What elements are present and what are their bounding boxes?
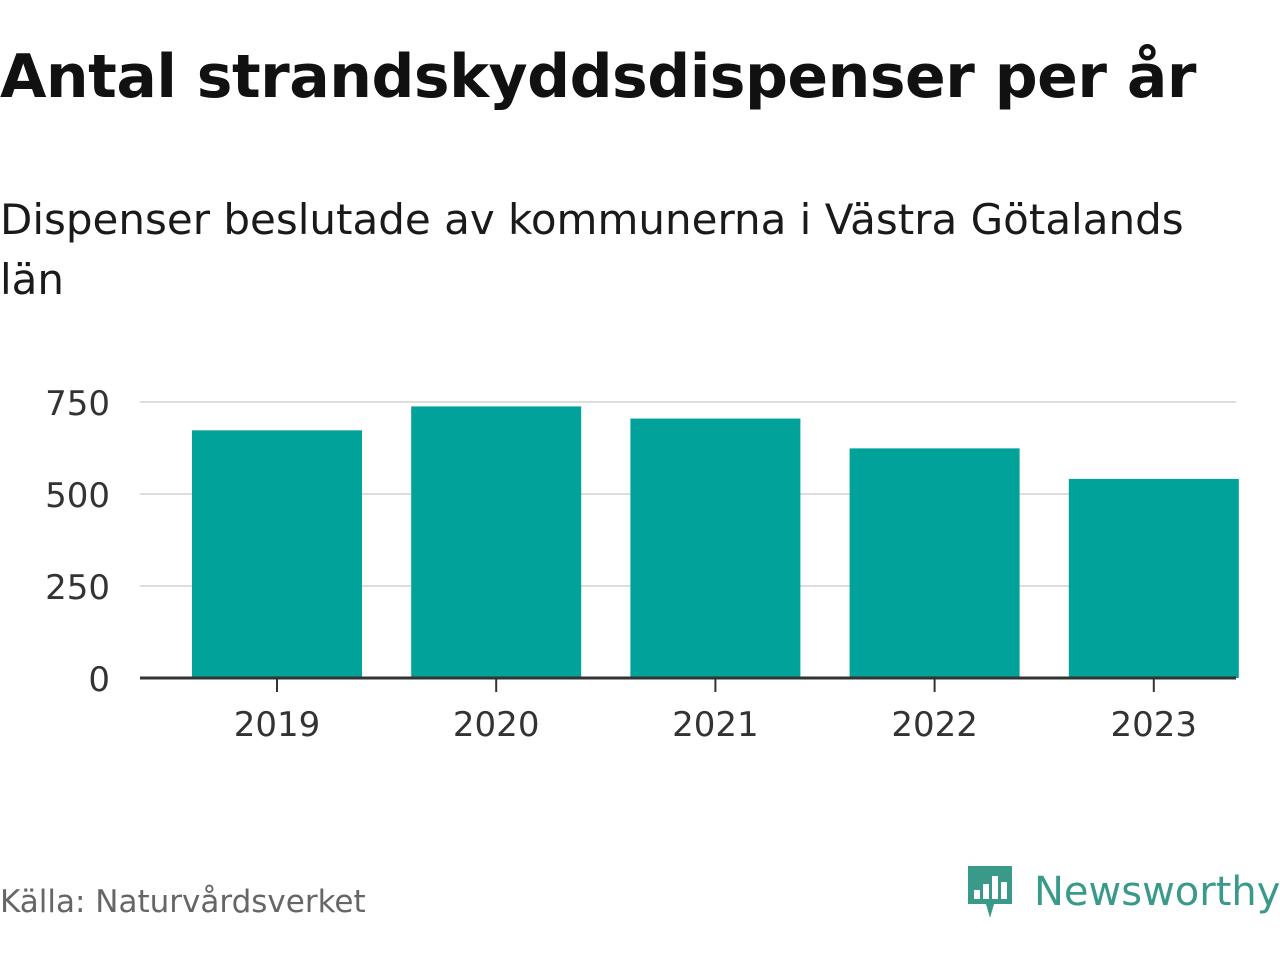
bar-2023 [1068, 478, 1239, 678]
bar-2021 [630, 418, 801, 678]
x-tick-label: 2019 [234, 705, 321, 745]
newsworthy-logo: Newsworthy [964, 862, 1280, 922]
x-tick-label: 2023 [1111, 705, 1198, 745]
bar-2022 [849, 448, 1020, 678]
bar-2020 [411, 406, 582, 678]
x-tick-label: 2020 [453, 705, 540, 745]
x-tick-label: 2022 [891, 705, 978, 745]
newsworthy-logo-icon [968, 866, 1012, 918]
x-tick-label: 2021 [672, 705, 759, 745]
y-tick-label: 250 [45, 568, 110, 608]
brand-name: Newsworthy [1034, 869, 1280, 915]
source-note: Källa: Naturvårdsverket [0, 884, 366, 920]
y-tick-label: 750 [45, 384, 110, 424]
y-tick-label: 500 [45, 476, 110, 516]
chart-subtitle: Dispenser beslutade av kommunerna i Väst… [0, 195, 1184, 304]
bar-2019 [192, 430, 362, 678]
bar-chart: 0 250 500 750 2019 2020 2021 2022 2023 [45, 384, 1239, 745]
y-tick-label: 0 [88, 660, 110, 700]
chart-title: Antal strandskyddsdispenser per år [0, 42, 1196, 112]
